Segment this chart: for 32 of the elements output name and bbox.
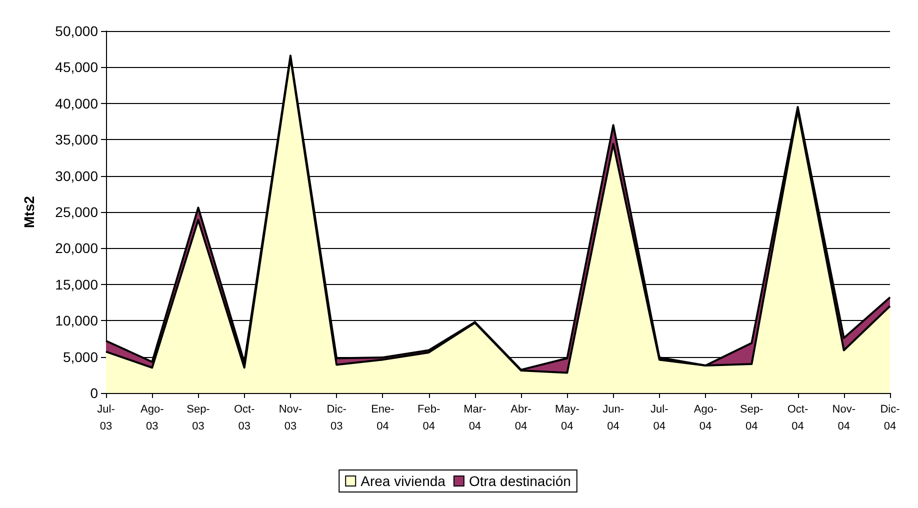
x-tick-label: Ene-04: [371, 404, 395, 432]
y-tick-label: 50,000: [55, 23, 98, 39]
y-tick-label: 5,000: [62, 348, 98, 365]
y-tick-label: 10,000: [55, 312, 98, 329]
x-tick-label: Feb-04: [418, 404, 440, 432]
x-tick-label: Jul-03: [97, 404, 116, 432]
x-tick-label: Jul-04: [650, 404, 669, 432]
legend-label: Area vivienda: [360, 473, 446, 489]
x-tick-label: May-04: [554, 404, 580, 432]
y-tick-label: 0: [90, 385, 98, 401]
x-tick-label: Dic-04: [880, 404, 900, 432]
y-tick-label: 45,000: [55, 59, 98, 76]
legend-label: Otra destinación: [468, 473, 571, 489]
x-tick-label: Nov-03: [278, 404, 302, 432]
y-tick-label: 15,000: [55, 276, 98, 292]
x-tick-label: Sep-03: [186, 404, 210, 432]
x-tick-label: Mar-04: [464, 404, 487, 432]
y-axis-title: Mts2: [21, 196, 37, 228]
x-tick-label: Oct-03: [234, 404, 256, 432]
x-tick-label: Oct-04: [787, 404, 808, 432]
x-tick-label: Dic-03: [326, 404, 347, 432]
x-tick-label: Jun-04: [602, 404, 624, 432]
y-tick-label: 30,000: [55, 168, 98, 184]
x-tick-label: Abr-04: [510, 404, 532, 432]
x-tick-label: Ago-04: [694, 404, 718, 432]
x-tick-label: Sep-04: [740, 404, 764, 432]
y-tick-label: 35,000: [55, 132, 98, 148]
y-tick-label: 20,000: [55, 240, 98, 256]
y-tick-label: 25,000: [55, 204, 98, 220]
y-tick-label: 40,000: [55, 95, 98, 112]
x-tick-label: Nov-04: [832, 404, 856, 432]
x-tick-label: Ago-03: [140, 404, 164, 432]
